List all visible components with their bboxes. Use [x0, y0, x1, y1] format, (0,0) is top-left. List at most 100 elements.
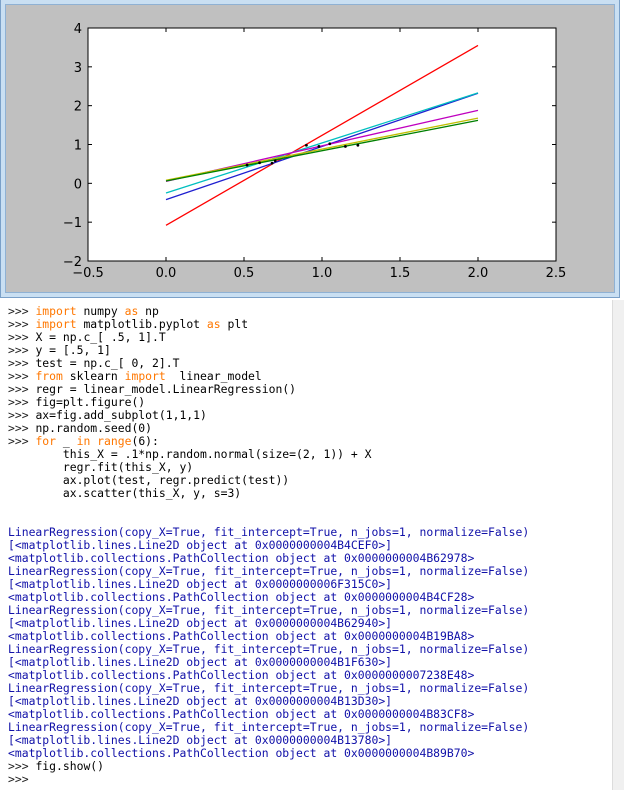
console-line: >>> ax=fig.add_subplot(1,1,1) [8, 409, 207, 422]
console-line: >>> for _ in range(6): [8, 435, 159, 448]
code-text: matplotlib.pyplot [76, 317, 207, 331]
console-line: >>> fig=plt.figure() [8, 396, 145, 409]
scatter-point [317, 145, 321, 148]
output-text: [<matplotlib.lines.Line2D object at 0x00… [8, 733, 393, 747]
code-text: X = np.c_[ .5, 1].T [35, 330, 166, 344]
console-line: [<matplotlib.lines.Line2D object at 0x00… [8, 734, 392, 747]
code-text: fig.show() [35, 759, 105, 773]
code-text: test = np.c_[ 0, 2].T [35, 356, 180, 370]
output-text: LinearRegression(copy_X=True, fit_interc… [8, 681, 530, 695]
y-tick-label: 0 [74, 177, 82, 192]
console-line: LinearRegression(copy_X=True, fit_interc… [8, 682, 529, 695]
scatter-point [270, 161, 274, 165]
keyword-token: in [76, 434, 91, 448]
output-text: <matplotlib.collections.PathCollection o… [8, 551, 475, 565]
scatter-point [328, 142, 332, 146]
console-scrollbar[interactable] [612, 300, 624, 790]
console-line: >>> test = np.c_[ 0, 2].T [8, 357, 179, 370]
scatter-point [245, 163, 249, 167]
code-text: np.random.seed(0) [35, 421, 153, 435]
console-line: ax.scatter(this_X, y, s=3) [8, 487, 241, 500]
console-line: [<matplotlib.lines.Line2D object at 0x00… [8, 617, 392, 630]
console-line: <matplotlib.collections.PathCollection o… [8, 552, 474, 565]
console-line: <matplotlib.collections.PathCollection o… [8, 591, 474, 604]
console-line: >>> fig.show() [8, 760, 104, 773]
shell-prompt: >>> [8, 759, 36, 773]
regression-line-5 [165, 117, 479, 181]
console-line: [<matplotlib.lines.Line2D object at 0x00… [8, 695, 392, 708]
keyword-token: import [35, 317, 77, 331]
output-text: LinearRegression(copy_X=True, fit_interc… [8, 720, 530, 734]
code-text: regr.fit(this_X, y) [8, 460, 194, 474]
scatter-point [273, 159, 277, 163]
code-text: _ [56, 434, 77, 448]
output-text: LinearRegression(copy_X=True, fit_interc… [8, 564, 530, 578]
keyword-token: for [35, 434, 57, 448]
output-text: <matplotlib.collections.PathCollection o… [8, 746, 475, 760]
y-tick-label: −2 [63, 255, 82, 270]
code-text: this_X = .1*np.random.normal(size=(2, 1)… [8, 447, 372, 461]
console-line: >>> [8, 773, 35, 786]
shell-prompt: >>> [8, 434, 36, 448]
shell-prompt: >>> [8, 304, 36, 318]
y-tick-label: 2 [74, 100, 82, 115]
x-tick-label: 1.0 [312, 266, 333, 281]
output-text: <matplotlib.collections.PathCollection o… [8, 668, 475, 682]
output-text: <matplotlib.collections.PathCollection o… [8, 707, 475, 721]
shell-prompt: >>> [8, 772, 36, 786]
code-text: plt [220, 317, 249, 331]
code-text: fig=plt.figure() [35, 395, 146, 409]
regression-line-6 [165, 119, 479, 182]
shell-prompt: >>> [8, 382, 36, 396]
y-tick-label: −1 [63, 216, 82, 231]
console-line: >>> from sklearn import linear_model [8, 370, 262, 383]
console-line: LinearRegression(copy_X=True, fit_interc… [8, 565, 529, 578]
code-text: sklearn [62, 369, 125, 383]
console-line: >>> regr = linear_model.LinearRegression… [8, 383, 296, 396]
output-text: [<matplotlib.lines.Line2D object at 0x00… [8, 577, 393, 591]
console-line: >>> X = np.c_[ .5, 1].T [8, 331, 166, 344]
shell-prompt: >>> [8, 408, 36, 422]
scatter-point [344, 145, 347, 148]
figure-window[interactable]: 4 3 2 1 0 −1 −2 −0.5 0.0 0.5 1.0 1.5 2.0 2.5 [0, 0, 620, 298]
console-line: <matplotlib.collections.PathCollection o… [8, 708, 474, 721]
keyword-token: as [206, 317, 221, 331]
y-tick-label: 4 [74, 22, 82, 37]
regression-line-3 [165, 92, 479, 194]
output-text: <matplotlib.collections.PathCollection o… [8, 629, 475, 643]
console-line: >>> import numpy as np [8, 305, 159, 318]
x-tick-label: 0.0 [156, 266, 177, 281]
output-text: LinearRegression(copy_X=True, fit_interc… [8, 603, 530, 617]
console-line: <matplotlib.collections.PathCollection o… [8, 669, 474, 682]
x-tick-label: 0.5 [234, 266, 255, 281]
x-tick-label: 1.5 [390, 266, 411, 281]
regression-line-1 [165, 44, 479, 226]
x-tick-label: 2.5 [546, 266, 567, 281]
code-text: numpy [76, 304, 125, 318]
code-text: np [138, 304, 159, 318]
code-text: ax=fig.add_subplot(1,1,1) [35, 408, 207, 422]
console-line: this_X = .1*np.random.normal(size=(2, 1)… [8, 447, 372, 461]
console-line: LinearRegression(copy_X=True, fit_interc… [8, 604, 529, 617]
console-line: <matplotlib.collections.PathCollection o… [8, 747, 474, 760]
code-text: ax.scatter(this_X, y, s=3) [8, 486, 242, 500]
keyword-token: import [124, 369, 166, 383]
code-text: (6): [131, 434, 159, 448]
console-line: [<matplotlib.lines.Line2D object at 0x00… [8, 578, 392, 591]
console-line: <matplotlib.collections.PathCollection o… [8, 630, 474, 643]
console-line: >>> import matplotlib.pyplot as plt [8, 318, 248, 331]
console-line: LinearRegression(copy_X=True, fit_interc… [8, 721, 529, 734]
scatter-point [258, 161, 261, 165]
output-text: [<matplotlib.lines.Line2D object at 0x00… [8, 538, 393, 552]
console-line: LinearRegression(copy_X=True, fit_interc… [8, 526, 529, 539]
python-shell-console[interactable]: >>> import numpy as np >>> import matplot… [0, 300, 613, 790]
output-text: LinearRegression(copy_X=True, fit_interc… [8, 525, 530, 539]
code-text: linear_model [165, 369, 262, 383]
y-tick-label: 3 [74, 61, 82, 76]
output-text: [<matplotlib.lines.Line2D object at 0x00… [8, 655, 393, 669]
shell-prompt: >>> [8, 356, 36, 370]
code-text: ax.plot(test, regr.predict(test)) [8, 473, 290, 487]
console-line: [<matplotlib.lines.Line2D object at 0x00… [8, 656, 392, 669]
console-line: ax.plot(test, regr.predict(test)) [8, 474, 289, 487]
console-line: >>> y = [.5, 1] [8, 344, 111, 357]
